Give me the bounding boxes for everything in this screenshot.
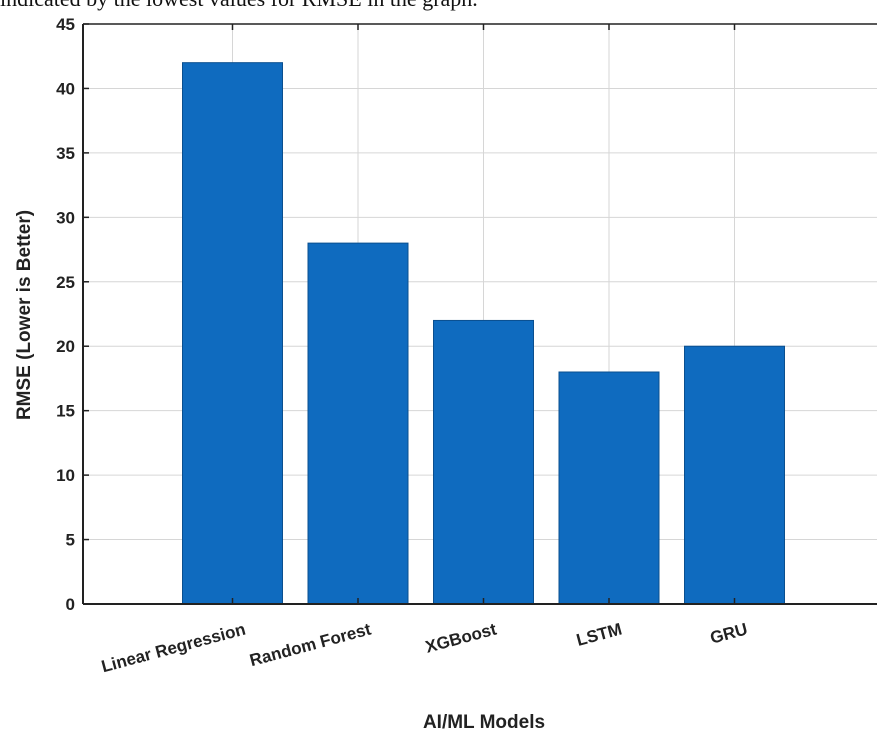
x-axis-label: AI/ML Models — [423, 712, 545, 733]
y-tick-label: 15 — [56, 402, 75, 421]
y-tick-labels: 0 5 10 15 20 25 30 35 40 45 — [56, 15, 75, 614]
x-tick-label: XGBoost — [423, 619, 498, 656]
y-tick-label: 35 — [56, 144, 75, 163]
x-tick-labels: Linear Regression Random Forest XGBoost LST… — [99, 619, 749, 676]
y-tick-label: 45 — [56, 15, 75, 34]
bar-lstm — [558, 371, 660, 605]
bar-gru — [684, 345, 785, 605]
caption-text: indicated by the lowest values for RMSE … — [0, 0, 877, 18]
x-tick-label: LSTM — [574, 620, 624, 650]
x-tick-label: Linear Regression — [99, 620, 247, 677]
bar-random-forest — [307, 242, 409, 605]
axes — [82, 23, 877, 605]
y-tick-label: 20 — [56, 337, 75, 356]
y-tick-label: 40 — [56, 79, 75, 98]
x-tick-label: Random Forest — [248, 619, 374, 670]
bar-linear-regression — [182, 62, 283, 605]
y-tick-label: 5 — [66, 531, 75, 550]
x-tick-label: GRU — [708, 620, 749, 648]
y-tick-label: 25 — [56, 273, 75, 292]
y-tick-label: 30 — [56, 208, 75, 227]
y-axis-label: RMSE (Lower is Better) — [14, 210, 35, 420]
bar-xgboost — [433, 319, 534, 605]
y-tick-label: 0 — [66, 595, 75, 614]
y-tick-label: 10 — [56, 466, 75, 485]
